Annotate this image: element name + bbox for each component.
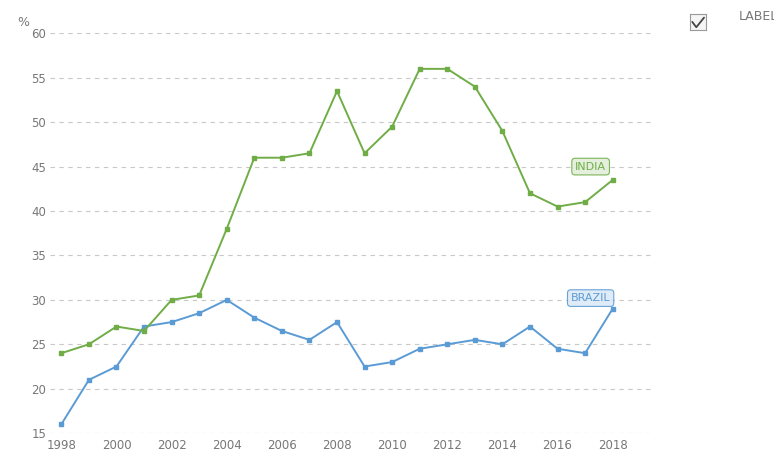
Text: %: % <box>17 16 29 30</box>
Text: LABEL: LABEL <box>739 10 774 23</box>
Text: INDIA: INDIA <box>575 161 606 172</box>
Text: BRAZIL: BRAZIL <box>570 293 611 303</box>
